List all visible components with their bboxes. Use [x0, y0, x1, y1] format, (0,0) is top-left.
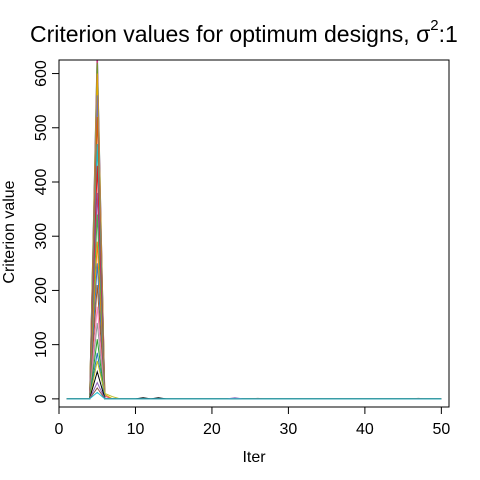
- series-line-21: [66, 387, 442, 400]
- series-line-19: [66, 369, 442, 400]
- y-tick-label: 300: [33, 223, 50, 250]
- chart-title-text: Criterion values for optimum designs,: [30, 21, 416, 47]
- series-line-22: [66, 391, 442, 400]
- x-tick-label: 40: [356, 421, 374, 438]
- series-line-20: [66, 381, 442, 400]
- series-line-11: [66, 241, 442, 400]
- y-tick-label: 200: [33, 277, 50, 304]
- series-line-5: [66, 95, 442, 400]
- y-tick-label: 600: [33, 60, 50, 87]
- series-line-1: [66, 60, 442, 400]
- y-tick-label: 500: [33, 114, 50, 141]
- y-tick-label: 400: [33, 169, 50, 196]
- series-line-2: [66, 60, 442, 400]
- series-line-3: [66, 62, 442, 400]
- y-axis: 0 100 200 300 400 500 600: [33, 60, 60, 403]
- x-tick-label: 50: [432, 421, 450, 438]
- series-group: [66, 60, 442, 400]
- series-line-12: [66, 263, 442, 400]
- x-axis: 0 10 20 30 40 50: [55, 406, 450, 438]
- x-axis-label: Iter: [242, 449, 266, 466]
- chart-title: Criterion values for optimum designs, σ2…: [30, 17, 458, 47]
- x-tick-label: 10: [127, 421, 145, 438]
- x-tick-label: 20: [203, 421, 221, 438]
- svg-text:Criterion values for optimum d: Criterion values for optimum designs, σ2…: [30, 17, 458, 47]
- chart-title-suffix: :1: [439, 21, 458, 47]
- series-line-4: [66, 73, 442, 400]
- series-line-8: [66, 165, 442, 400]
- series-line-16: [66, 339, 442, 400]
- y-tick-label: 100: [33, 331, 50, 358]
- series-line-15: [66, 322, 442, 400]
- x-tick-label: 30: [280, 421, 298, 438]
- series-line-17: [66, 352, 442, 400]
- series-line-13: [66, 284, 442, 400]
- series-line-14: [66, 306, 442, 400]
- series-line-6: [66, 116, 442, 400]
- x-tick-label: 0: [55, 421, 64, 438]
- series-line-18: [66, 360, 442, 400]
- y-axis-label: Criterion value: [1, 180, 18, 283]
- chart-title-sigma: σ: [416, 21, 430, 47]
- y-tick-label: 0: [33, 394, 50, 403]
- series-line-9: [66, 192, 442, 400]
- series-line-10: [66, 214, 442, 400]
- chart-title-superscript: 2: [430, 17, 438, 34]
- plot-frame: [58, 59, 450, 408]
- series-line-7: [66, 144, 442, 400]
